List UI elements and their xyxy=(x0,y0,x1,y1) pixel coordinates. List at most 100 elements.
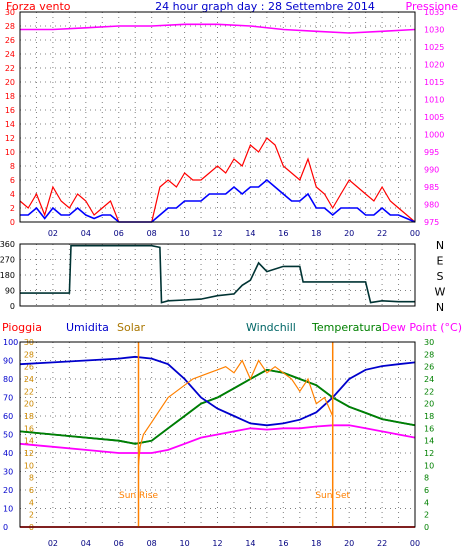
panel1-right-tick-label: 1000 xyxy=(424,131,444,140)
panel3-right-tick-label: 4 xyxy=(424,498,429,507)
panel1-left-tick-label: 20 xyxy=(5,78,15,87)
panel1-left-tick-label: 6 xyxy=(10,176,15,185)
panel1-x-tick-label: 04 xyxy=(81,229,91,238)
panel1-left-axis-label: Forza vento xyxy=(6,0,71,13)
panel3-right-tick-label: 26 xyxy=(424,363,434,372)
panel3-left-tick-label: 90 xyxy=(3,357,13,366)
panel2-left-tick-label: 270 xyxy=(0,256,15,265)
panel3-inner-left-tick-label: 20 xyxy=(24,400,34,409)
panel1-right-tick-label: 1035 xyxy=(424,8,444,17)
panel3-x-tick-label: 20 xyxy=(344,539,354,548)
panel1-right-tick-label: 995 xyxy=(424,148,439,157)
series-dewpoint-line xyxy=(19,424,416,454)
legend-windchill: Windchill xyxy=(246,321,296,334)
panel3-right-tick-label: 10 xyxy=(424,461,434,470)
panel3-right-tick-label: 24 xyxy=(424,375,434,384)
panel1-x-tick-label: 20 xyxy=(344,229,354,238)
series-solar-line xyxy=(137,359,334,466)
panel3-right-tick-label: 18 xyxy=(424,412,434,421)
panel3-x-tick-label: 16 xyxy=(278,539,288,548)
panel3-right-tick-label: 16 xyxy=(424,424,434,433)
panel3-inner-left-tick-label: 18 xyxy=(24,412,34,421)
panel1-left-tick-label: 2 xyxy=(10,204,15,213)
panel3-left-tick-label: 40 xyxy=(3,449,13,458)
panel3-x-tick-label: 06 xyxy=(114,539,124,548)
panel3-right-tick-label: 0 xyxy=(424,523,429,532)
series-direction-line xyxy=(20,244,415,304)
panel1-left-tick-label: 12 xyxy=(5,134,15,143)
legend-humidity: Umidita xyxy=(66,321,109,334)
panel1-left-tick-label: 16 xyxy=(5,106,15,115)
series-humidity-line xyxy=(19,355,416,427)
compass-direction-label: N xyxy=(436,239,444,252)
legend-dewpoint: Dew Point (°C) xyxy=(382,321,462,334)
panel3-x-tick-label: 22 xyxy=(377,539,387,548)
panel3-left-tick-label: 60 xyxy=(3,412,13,421)
panel1-x-tick-label: 02 xyxy=(48,229,58,238)
panel1-right-tick-label: 1020 xyxy=(424,61,444,70)
panel3-right-tick-label: 14 xyxy=(424,437,434,446)
panel3-left-tick-label: 30 xyxy=(3,468,13,477)
series-wind_avg-line xyxy=(20,178,416,223)
panel3-inner-left-tick-label: 8 xyxy=(29,474,34,483)
legend-solar: Solar xyxy=(117,321,146,334)
panel1-x-tick-label: 22 xyxy=(377,229,387,238)
panel1-x-tick-label: 10 xyxy=(179,229,189,238)
panel3-left-tick-label: 80 xyxy=(3,375,13,384)
panel1-right-tick-label: 985 xyxy=(424,183,439,192)
panel2-left-tick-label: 90 xyxy=(5,287,15,296)
panel1-right-tick-label: 990 xyxy=(424,166,439,175)
panel1-right-tick-label: 1010 xyxy=(424,96,444,105)
compass-direction-label: E xyxy=(437,255,444,268)
panel2-left-tick-label: 360 xyxy=(0,240,15,249)
panel3-left-tick-label: 0 xyxy=(3,523,8,532)
panel3-left-tick-label: 50 xyxy=(3,431,13,440)
series-temperature-line xyxy=(19,368,416,445)
panel3-frame xyxy=(19,341,416,528)
panel3-x-tick-label: 08 xyxy=(147,539,157,548)
panel1-left-tick-label: 0 xyxy=(10,218,15,227)
panel3-inner-left-tick-label: 2 xyxy=(29,511,34,520)
compass-direction-label: W xyxy=(435,286,446,299)
panel1-left-tick-label: 28 xyxy=(5,22,15,31)
panel3-right-tick-label: 30 xyxy=(424,338,434,347)
panel1-right-tick-label: 1025 xyxy=(424,43,444,52)
event-sun_set-label: Sun Set xyxy=(315,491,350,501)
panel1-left-tick-label: 18 xyxy=(5,92,15,101)
panel3-inner-left-tick-label: 6 xyxy=(29,486,34,495)
panel3-right-tick-label: 6 xyxy=(424,486,429,495)
panel3-inner-left-tick-label: 10 xyxy=(24,461,34,470)
panel1-right-tick-label: 980 xyxy=(424,201,439,210)
panel1-x-tick-label: 00 xyxy=(410,229,420,238)
panel3-right-tick-label: 2 xyxy=(424,511,429,520)
panel3-right-tick-label: 20 xyxy=(424,400,434,409)
panel3-right-tick-label: 22 xyxy=(424,387,434,396)
panel1-left-tick-label: 10 xyxy=(5,148,15,157)
compass-direction-label: N xyxy=(436,301,444,314)
legend-rain: Pioggia xyxy=(2,321,42,334)
panel2-frame xyxy=(19,243,416,307)
panel1-left-tick-label: 14 xyxy=(5,120,15,129)
wind-pressure-panel: 0246810121416182022242628309759809859909… xyxy=(5,8,445,238)
weather-panel: 0102030405060708090100024681012141618202… xyxy=(3,338,434,548)
compass-direction-label: S xyxy=(437,270,444,283)
panel3-x-tick-label: 04 xyxy=(81,539,91,548)
panel3-inner-left-tick-label: 26 xyxy=(24,363,34,372)
panel3-inner-left-tick-label: 28 xyxy=(24,350,34,359)
panel1-left-tick-label: 26 xyxy=(5,36,15,45)
panel2-left-tick-label: 180 xyxy=(0,271,15,280)
panel3-right-tick-label: 28 xyxy=(424,350,434,359)
panel1-x-tick-label: 14 xyxy=(245,229,255,238)
panel3-inner-left-tick-label: 12 xyxy=(24,449,34,458)
panel1-left-tick-label: 24 xyxy=(5,50,15,59)
panel3-x-tick-label: 14 xyxy=(245,539,255,548)
panel1-right-tick-label: 975 xyxy=(424,218,439,227)
panel3-x-tick-label: 18 xyxy=(311,539,321,548)
panel3-right-tick-label: 8 xyxy=(424,474,429,483)
panel1-x-tick-label: 12 xyxy=(212,229,222,238)
panel2-left-tick-label: 0 xyxy=(10,302,15,311)
panel3-left-tick-label: 20 xyxy=(3,486,13,495)
panel1-right-tick-label: 1015 xyxy=(424,78,444,87)
